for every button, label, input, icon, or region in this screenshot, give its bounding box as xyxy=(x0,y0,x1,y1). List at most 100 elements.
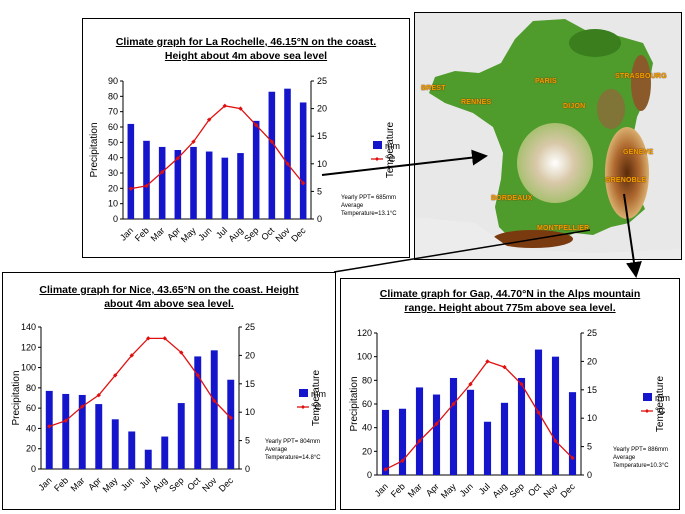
x-tick-label: Aug xyxy=(227,225,245,243)
annual-summary-note: Temperature=10.3°C xyxy=(613,463,669,469)
x-tick-label: Dec xyxy=(217,475,236,494)
annual-summary-note: Yearly PPT= 804mm xyxy=(265,439,320,445)
x-tick-label: Feb xyxy=(133,225,151,243)
temperature-point-jan xyxy=(128,186,134,191)
temperature-line xyxy=(385,360,573,470)
bar-precipitation-feb xyxy=(398,408,407,475)
y-tick-label: 80 xyxy=(26,383,36,393)
bar-precipitation-jan xyxy=(127,123,135,219)
y2-tick-label: 10 xyxy=(245,407,255,417)
temperature-point-oct xyxy=(195,373,200,378)
y-tick-label: 120 xyxy=(21,342,36,352)
y2-axis-title: Temperature xyxy=(655,375,666,432)
x-tick-label: Dec xyxy=(559,481,578,500)
temperature-point-apr xyxy=(175,156,181,161)
city-label-dijon: DIJON xyxy=(563,103,586,110)
x-tick-label: Sep xyxy=(242,225,260,243)
y-tick-label: 40 xyxy=(26,423,36,433)
bar-precipitation-sep xyxy=(177,403,185,469)
x-tick-label: Oct xyxy=(526,481,543,498)
y2-tick-label: 0 xyxy=(317,214,322,224)
temperature-point-oct xyxy=(269,139,275,144)
y-tick-label: 80 xyxy=(362,375,372,385)
x-tick-label: Nov xyxy=(274,225,293,244)
y-tick-label: 50 xyxy=(108,137,118,147)
temperature-point-jul xyxy=(146,336,151,341)
x-tick-label: Apr xyxy=(424,481,441,498)
bar-precipitation-dec xyxy=(299,102,307,219)
bar-precipitation-oct xyxy=(194,356,202,469)
alps-relief xyxy=(605,127,649,219)
y-tick-label: 20 xyxy=(26,444,36,454)
temperature-point-feb xyxy=(400,458,405,463)
bar-precipitation-jun xyxy=(128,431,136,469)
bar-precipitation-aug xyxy=(161,436,169,469)
legend-swatch-mm xyxy=(643,393,652,401)
chart-panel-gap: Climate graph for Gap, 44.70°N in the Al… xyxy=(340,278,680,510)
y-tick-label: 90 xyxy=(108,76,118,86)
bar-precipitation-jan xyxy=(45,390,53,469)
x-tick-label: Jun xyxy=(119,475,136,492)
temperature-point-sep xyxy=(519,381,524,387)
bar-precipitation-oct xyxy=(268,91,276,219)
bar-precipitation-may xyxy=(449,377,458,475)
climate-chart-la-rochelle: 0 10 20 30 40 50 60 70 80 90 0 5 10 15 20 25 JanFebMarAp… xyxy=(89,76,400,244)
france-relief-map: BREST RENNES PARIS STRASBOURG DIJON GENE… xyxy=(414,12,682,260)
temperature-line xyxy=(49,337,232,428)
x-tick-label: May xyxy=(439,481,458,500)
bar-precipitation-mar xyxy=(415,387,424,475)
vosges-relief xyxy=(631,55,651,111)
temperature-point-mar xyxy=(80,404,85,409)
temperature-point-jan xyxy=(383,467,388,472)
bar-precipitation-apr xyxy=(432,394,441,475)
city-label-bordeaux: BORDEAUX xyxy=(491,195,533,202)
x-tick-label: Aug xyxy=(151,475,169,493)
x-tick-label: Jun xyxy=(196,225,213,242)
y2-tick-label: 20 xyxy=(245,350,255,360)
annual-summary-note: Temperature=14.8°C xyxy=(265,455,321,461)
y-tick-label: 60 xyxy=(108,122,118,132)
annual-summary-note: Average xyxy=(613,455,636,461)
legend-swatch-mm xyxy=(373,141,382,149)
y2-tick-label: 25 xyxy=(245,322,255,332)
massif-central xyxy=(517,123,593,203)
temperature-point-may xyxy=(451,401,456,407)
city-label-paris: PARIS xyxy=(535,78,557,85)
x-tick-label: Jan xyxy=(118,225,135,242)
x-tick-label: May xyxy=(101,475,120,494)
y-tick-label: 120 xyxy=(357,328,372,338)
temperature-point-jan xyxy=(47,424,52,429)
legend-label-temp: °C xyxy=(385,154,396,164)
y2-tick-label: 20 xyxy=(587,356,597,366)
x-tick-label: Oct xyxy=(185,475,202,492)
city-label-grenoble: GRENOBLE xyxy=(605,177,647,184)
x-tick-label: Nov xyxy=(200,475,219,494)
map-graphic xyxy=(415,13,681,259)
bar-precipitation-aug xyxy=(500,402,509,475)
x-tick-label: Jan xyxy=(36,475,53,492)
x-tick-label: Sep xyxy=(167,475,185,493)
x-tick-label: Feb xyxy=(389,481,407,499)
y-tick-label: 10 xyxy=(108,199,118,209)
bar-precipitation-jun xyxy=(466,389,475,475)
x-tick-label: Jun xyxy=(458,481,475,498)
city-label-strasbourg: STRASBOURG xyxy=(615,73,667,80)
x-tick-label: Apr xyxy=(165,225,182,242)
temperature-point-dec xyxy=(570,455,575,461)
temperature-point-nov xyxy=(553,438,558,444)
y2-tick-label: 5 xyxy=(317,186,322,196)
legend-marker-temp xyxy=(301,405,305,409)
temperature-point-dec xyxy=(300,180,306,186)
y-tick-label: 0 xyxy=(113,214,118,224)
y2-axis-title: Temperature xyxy=(311,369,322,426)
legend-marker-temp xyxy=(375,157,379,161)
y2-tick-label: 10 xyxy=(317,159,327,169)
y2-axis-title: Temperature xyxy=(385,121,396,178)
temperature-point-sep xyxy=(253,122,259,128)
temperature-point-nov xyxy=(285,161,290,166)
y2-tick-label: 15 xyxy=(587,385,597,395)
bar-precipitation-may xyxy=(190,146,197,219)
x-tick-label: Mar xyxy=(69,475,87,493)
y2-tick-label: 0 xyxy=(587,470,592,480)
bar-precipitation-jul xyxy=(144,449,152,469)
